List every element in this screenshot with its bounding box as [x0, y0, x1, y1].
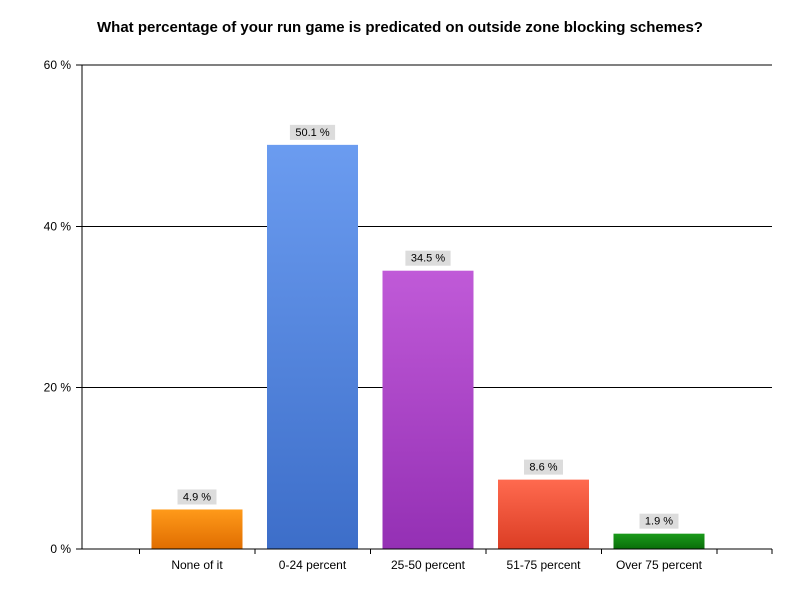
x-tick-label: 51-75 percent	[506, 558, 581, 572]
data-label: 8.6 %	[529, 462, 557, 474]
data-label: 34.5 %	[411, 253, 445, 265]
bar	[382, 270, 474, 549]
data-label-bg	[177, 489, 217, 505]
y-tick-label: 0 %	[50, 542, 71, 556]
chart-title: What percentage of your run game is pred…	[97, 19, 703, 36]
bar	[151, 509, 243, 549]
x-tick-label: 0-24 percent	[279, 558, 347, 572]
y-tick-label: 60 %	[44, 58, 72, 72]
data-label-bg	[524, 459, 563, 475]
x-tick-label: Over 75 percent	[616, 558, 703, 572]
bars	[151, 144, 705, 550]
bar	[498, 479, 589, 549]
data-label: 50.1 %	[295, 127, 329, 139]
axes: 0 % 20 % 40 % 60 % None of it 0-24 percent 25-…	[44, 58, 773, 572]
y-tick-label: 40 %	[44, 219, 72, 233]
bar	[613, 533, 705, 549]
y-tick-label: 20 %	[44, 381, 72, 395]
data-label: 1.9 %	[645, 516, 673, 528]
x-tick-label: 25-50 percent	[391, 558, 466, 572]
data-label-bg	[289, 124, 336, 140]
data-label: 4.9 %	[183, 491, 211, 503]
labels: 4.9 % 50.1 % 34.5 % 8.6 % 1.9 %	[177, 124, 679, 529]
data-label-bg	[405, 250, 451, 266]
data-label-bg	[639, 513, 679, 529]
bar	[267, 144, 358, 550]
x-tick-label: None of it	[171, 558, 223, 572]
